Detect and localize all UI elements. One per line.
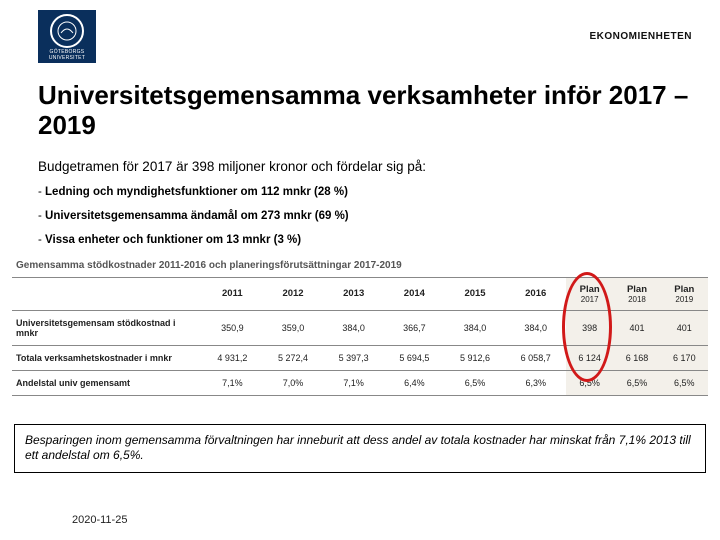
table-header-row: 201120122013201420152016Plan2017Plan2018… xyxy=(12,277,708,310)
row-label: Andelstal univ gemensamt xyxy=(12,370,202,395)
slide-title: Universitetsgemensamma verksamheter infö… xyxy=(38,81,720,141)
col-year: 2011 xyxy=(202,277,263,310)
note-box: Besparingen inom gemensamma förvaltninge… xyxy=(14,424,706,473)
row-label: Universitetsgemensam stödkostnad i mnkr xyxy=(12,310,202,345)
col-label xyxy=(12,277,202,310)
col-plan-year: Plan2018 xyxy=(613,277,660,310)
cell-plan-value: 398 xyxy=(566,310,613,345)
cell-value: 384,0 xyxy=(445,310,506,345)
table-title: Gemensamma stödkostnader 2011-2016 och p… xyxy=(12,258,708,278)
cell-plan-value: 6,5% xyxy=(661,370,708,395)
costs-table-wrap: Gemensamma stödkostnader 2011-2016 och p… xyxy=(12,258,708,396)
bullet-item: Vissa enheter och funktioner om 13 mnkr … xyxy=(38,234,720,246)
bullet-item: Universitetsgemensamma ändamål om 273 mn… xyxy=(38,210,720,222)
cell-value: 384,0 xyxy=(323,310,384,345)
cell-value: 5 694,5 xyxy=(384,345,445,370)
slide-date: 2020-11-25 xyxy=(72,514,127,526)
cell-value: 350,9 xyxy=(202,310,263,345)
col-plan-year: Plan2019 xyxy=(661,277,708,310)
cell-plan-value: 6,5% xyxy=(566,370,613,395)
col-year: 2012 xyxy=(263,277,324,310)
row-label: Totala verksamhetskostnader i mnkr xyxy=(12,345,202,370)
intro-text: Budgetramen för 2017 är 398 miljoner kro… xyxy=(38,159,720,174)
cell-value: 7,1% xyxy=(323,370,384,395)
table-row: Andelstal univ gemensamt7,1%7,0%7,1%6,4%… xyxy=(12,370,708,395)
cell-plan-value: 6 168 xyxy=(613,345,660,370)
table-row: Universitetsgemensam stödkostnad i mnkr3… xyxy=(12,310,708,345)
department-label: EKONOMIENHETEN xyxy=(589,31,692,42)
bullet-list: Ledning och myndighetsfunktioner om 112 … xyxy=(38,186,720,246)
bullet-item: Ledning och myndighetsfunktioner om 112 … xyxy=(38,186,720,198)
logo-text-2: UNIVERSITET xyxy=(49,55,85,61)
cell-value: 7,0% xyxy=(263,370,324,395)
cell-value: 7,1% xyxy=(202,370,263,395)
cell-plan-value: 6 124 xyxy=(566,345,613,370)
cell-value: 366,7 xyxy=(384,310,445,345)
col-plan-year: Plan2017 xyxy=(566,277,613,310)
university-logo: GÖTEBORGS UNIVERSITET xyxy=(38,10,96,63)
cell-plan-value: 401 xyxy=(661,310,708,345)
cell-plan-value: 6 170 xyxy=(661,345,708,370)
cell-plan-value: 6,5% xyxy=(613,370,660,395)
cell-value: 6,5% xyxy=(445,370,506,395)
cell-value: 5 272,4 xyxy=(263,345,324,370)
cell-value: 4 931,2 xyxy=(202,345,263,370)
col-year: 2016 xyxy=(505,277,566,310)
col-year: 2014 xyxy=(384,277,445,310)
cell-value: 6,4% xyxy=(384,370,445,395)
costs-table: Gemensamma stödkostnader 2011-2016 och p… xyxy=(12,258,708,396)
cell-plan-value: 401 xyxy=(613,310,660,345)
table-row: Totala verksamhetskostnader i mnkr4 931,… xyxy=(12,345,708,370)
cell-value: 5 912,6 xyxy=(445,345,506,370)
cell-value: 6 058,7 xyxy=(505,345,566,370)
cell-value: 359,0 xyxy=(263,310,324,345)
col-year: 2015 xyxy=(445,277,506,310)
cell-value: 384,0 xyxy=(505,310,566,345)
cell-value: 5 397,3 xyxy=(323,345,384,370)
logo-seal-icon xyxy=(50,14,84,48)
col-year: 2013 xyxy=(323,277,384,310)
cell-value: 6,3% xyxy=(505,370,566,395)
